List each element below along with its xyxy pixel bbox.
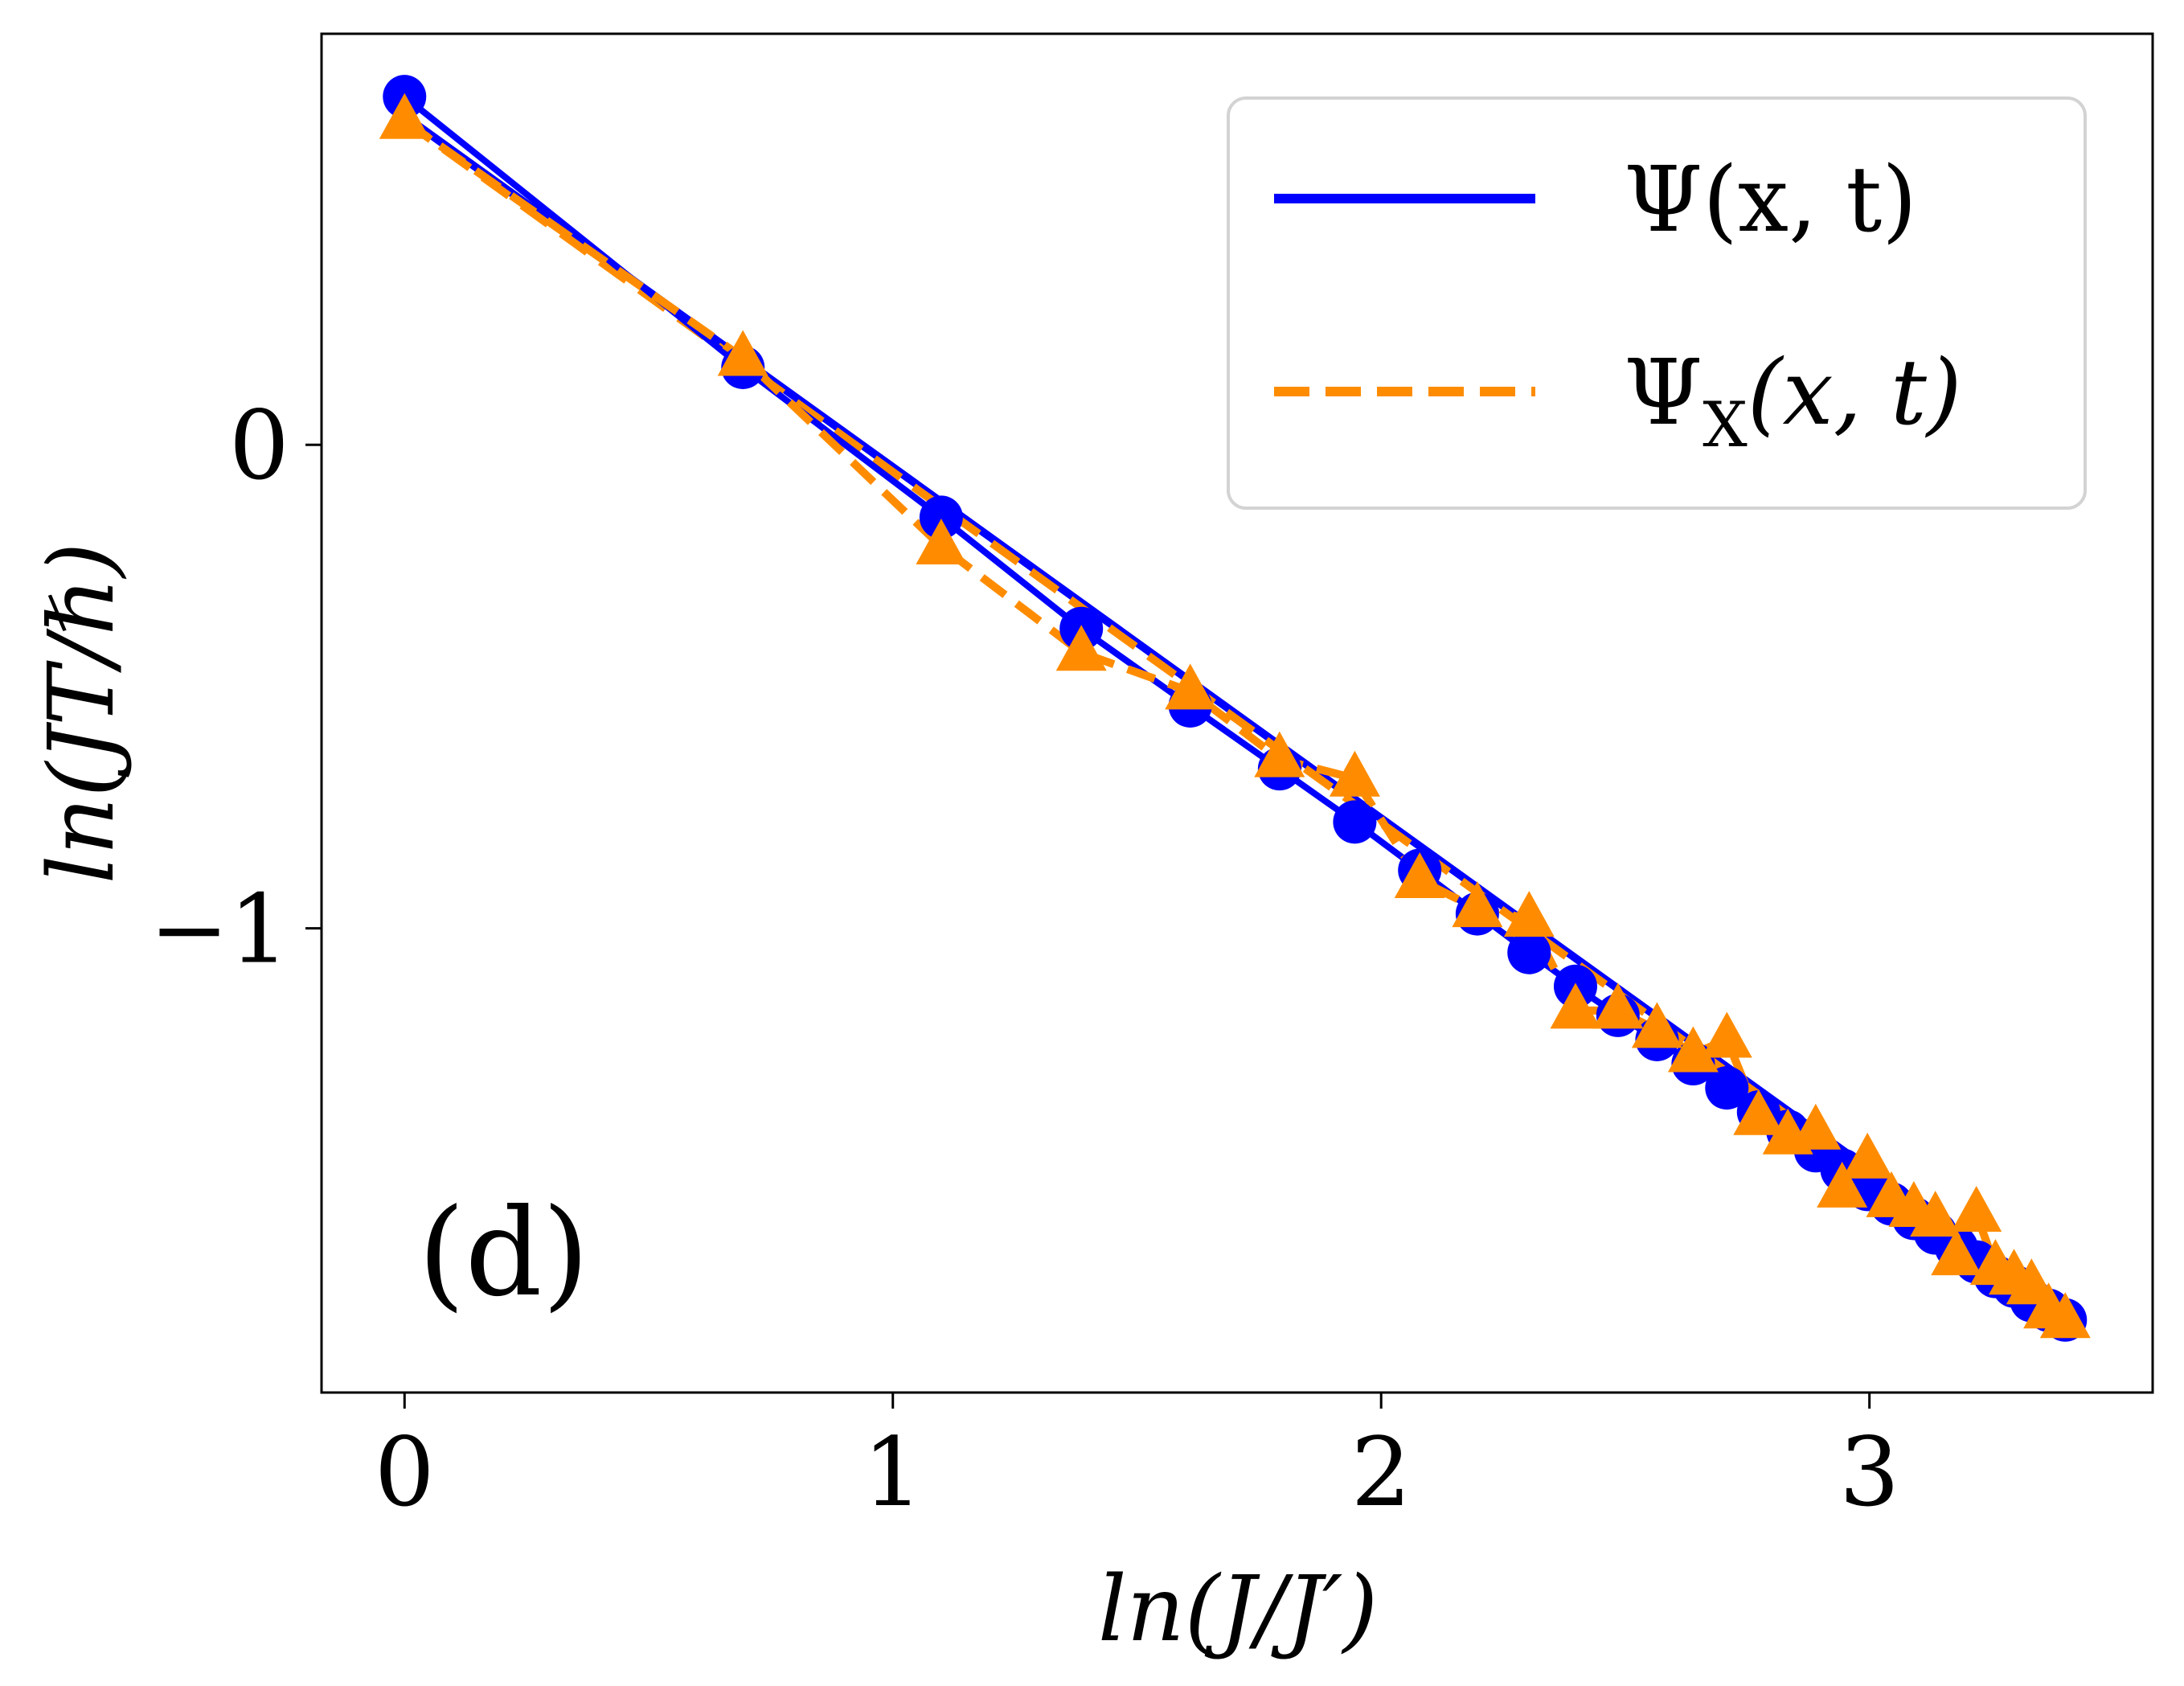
data-point-psi-x [1790, 1103, 1842, 1150]
y-axis-ticks: 0 −1 [150, 390, 322, 985]
y-tick-label: 0 [229, 390, 289, 501]
data-point-psi-x [717, 330, 768, 376]
data-point-psi-x [916, 519, 967, 564]
x-axis-label: ln(J/J′) [1098, 1557, 1378, 1662]
x-tick-label: 2 [1351, 1417, 1412, 1528]
data-point-psi-x [1931, 1229, 1982, 1276]
data-point-psi [919, 495, 963, 539]
panel-label: (d) [418, 1183, 589, 1323]
legend-label-psi-x-subscript: X [1703, 389, 1748, 461]
legend-label-psi: Ψ(x, t) [1624, 148, 1917, 252]
y-axis-label: ln(JT/ℏ) [30, 543, 134, 884]
data-point-psi-x [1503, 891, 1555, 937]
legend-label-psi-text: Ψ(x, t) [1624, 148, 1917, 252]
data-point-psi-x [1733, 1089, 1784, 1135]
data-point-psi-x [1667, 1026, 1719, 1073]
data-point-psi-x [1842, 1132, 1893, 1179]
data-point-psi-x [1452, 881, 1503, 928]
y-tick-label: −1 [150, 874, 289, 985]
data-point-psi-x [1817, 1161, 1868, 1208]
legend: Ψ(x, t) ΨX(x, t) [1227, 96, 2087, 510]
data-point-psi-x [1394, 852, 1445, 898]
data-point-psi-x [1550, 982, 1601, 1029]
data-point-psi-x [1701, 1011, 1752, 1058]
data-point-psi-x [1329, 750, 1380, 797]
legend-label-psi-x-main: Ψ [1624, 341, 1703, 445]
data-point-psi-x [1631, 1002, 1682, 1048]
x-tick-label: 1 [863, 1417, 923, 1528]
x-tick-label: 0 [375, 1417, 435, 1528]
data-point-psi-x [2039, 1292, 2091, 1339]
data-point-psi-x [1951, 1186, 2002, 1232]
data-point-psi [1507, 930, 1551, 974]
data-point-psi-x [1254, 731, 1305, 777]
x-axis-ticks: 0 1 2 3 [375, 1393, 1899, 1528]
data-layer [379, 75, 2091, 1342]
data-point-psi [1333, 800, 1377, 844]
legend-label-psi-x-rest: (x, t) [1748, 341, 1962, 445]
x-tick-label: 3 [1839, 1417, 1899, 1528]
data-point-psi-x [1165, 663, 1216, 710]
data-point-psi-x [1592, 982, 1644, 1029]
data-point-psi-x [1055, 625, 1107, 671]
data-point-psi-x [379, 92, 430, 139]
data-point-psi-x [1910, 1191, 1961, 1237]
data-point-psi [1705, 1066, 1749, 1110]
legend-label-psi-x: ΨX(x, t) [1624, 341, 1962, 461]
